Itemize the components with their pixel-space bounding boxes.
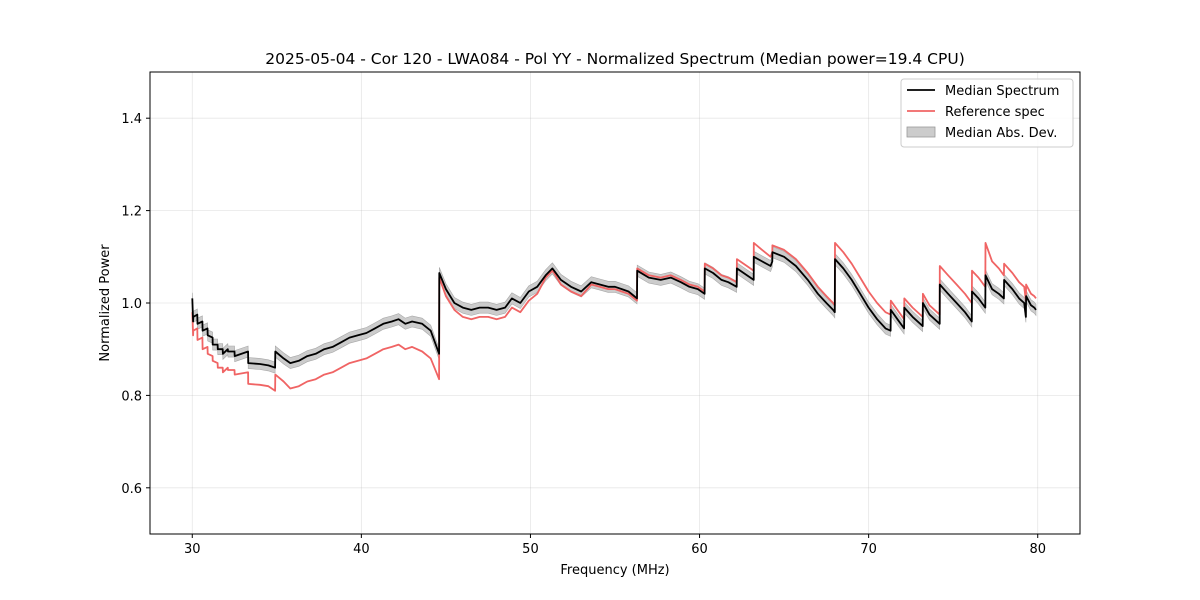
legend-frame [900,78,1074,148]
reference-spec-layer [191,241,1037,392]
y-tick-label: 0.8 [121,389,142,404]
x-tick-label: 80 [1029,542,1046,557]
x-tick-label: 30 [184,542,201,557]
legend-median-label: Median Spectrum [945,84,1059,99]
x-axis-ticks: 30 40 50 60 70 80 [184,534,1046,557]
y-tick-label: 1.4 [121,112,142,127]
reference-spec-line [191,241,1037,392]
x-tick-label: 60 [691,542,708,557]
plot-area [149,71,1081,535]
y-tick-label: 0.6 [121,482,142,497]
median-spectrum-line [191,251,1037,369]
chart-title: 2025-05-04 - Cor 120 - LWA084 - Pol YY -… [265,50,965,68]
x-tick-label: 50 [522,542,539,557]
x-tick-label: 70 [860,542,877,557]
x-axis-label: Frequency (MHz) [560,563,669,578]
legend-mad-swatch [906,126,936,138]
y-tick-label: 1.0 [121,297,142,312]
median-spectrum-layer [191,251,1037,369]
y-tick-label: 1.2 [121,205,142,220]
x-tick-label: 40 [353,542,370,557]
y-axis-ticks: 0.6 0.8 1.0 1.2 1.4 [121,112,150,497]
y-axis-label: Normalized Power [98,244,113,362]
legend-mad-label: Median Abs. Dev. [945,126,1057,141]
legend: Median Spectrum Reference spec Median Ab… [900,78,1074,148]
legend-reference-label: Reference spec [945,105,1045,120]
